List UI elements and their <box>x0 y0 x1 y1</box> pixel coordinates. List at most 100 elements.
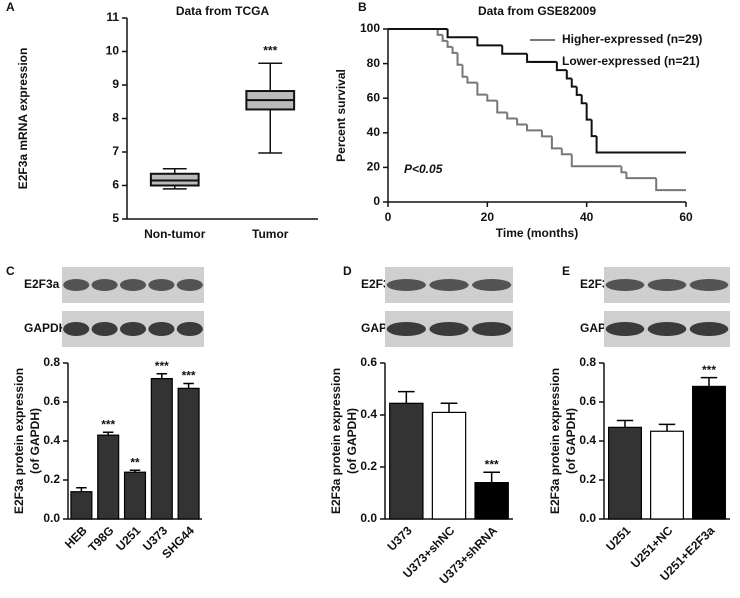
survival-step <box>451 46 458 54</box>
blot-band <box>119 322 147 336</box>
survival-step <box>486 94 498 102</box>
error-bar <box>129 469 141 473</box>
survival-step <box>570 154 622 168</box>
blot-band <box>605 322 645 336</box>
chart-title: Data from TCGA <box>176 4 270 18</box>
blot-band <box>119 279 147 291</box>
y-tick-label: 0.0 <box>43 511 60 525</box>
y-axis-label: E2F3a protein expression <box>12 368 26 514</box>
y-tick-label: 0.2 <box>43 472 60 486</box>
y-tick-label: 11 <box>106 10 119 24</box>
survival-step <box>655 178 686 192</box>
x-tick-label: 0 <box>385 210 392 224</box>
survival-step <box>595 136 686 154</box>
y-tick-label: 9 <box>112 77 119 91</box>
y-tick-label: 7 <box>112 144 119 158</box>
y-tick-label: 5 <box>112 211 119 225</box>
blot-band <box>689 279 729 291</box>
x-tick-label: Tumor <box>252 227 289 241</box>
chart-title: Data from GSE82009 <box>478 4 596 18</box>
panel-letter: C <box>6 264 15 278</box>
y-tick-label: 0.6 <box>579 394 596 408</box>
survival-step <box>575 86 582 96</box>
y-tick-label: 0.2 <box>360 459 377 473</box>
bar <box>97 434 120 520</box>
legend-label: Higher-expressed (n=29) <box>562 32 702 46</box>
y-tick-label: 40 <box>367 125 381 139</box>
bar <box>431 411 467 520</box>
y-axis-label: E2F3a mRNA expression <box>16 48 30 190</box>
x-tick-label: U251 <box>113 523 143 553</box>
y-axis-label: E2F3a protein expression <box>329 368 343 514</box>
blot-band <box>176 322 203 336</box>
survival-step <box>565 70 572 80</box>
significance: *** <box>155 359 169 373</box>
y-tick-label: 0.4 <box>579 433 596 447</box>
survival-step <box>446 29 478 39</box>
survival-step <box>526 53 557 63</box>
blot-band <box>63 279 90 291</box>
y-axis-label: Percent survival <box>334 69 348 162</box>
survival-step <box>560 148 572 156</box>
x-tick-label: HEB <box>62 523 90 551</box>
survival-step <box>506 112 518 120</box>
survival-step <box>550 136 562 150</box>
survival-step <box>625 172 657 180</box>
blot-band <box>647 322 687 336</box>
panel-letter: E <box>562 264 570 278</box>
x-tick-label: 60 <box>679 210 693 224</box>
bar <box>692 385 726 520</box>
survival-step <box>436 29 443 36</box>
blot-band <box>91 279 118 291</box>
x-tick-label: U251 <box>603 523 633 553</box>
bar <box>150 378 173 520</box>
y-tick-label: 100 <box>360 21 380 35</box>
blot-band <box>148 279 175 291</box>
blot-band <box>148 322 175 336</box>
blot-band <box>689 322 729 336</box>
survival-step <box>570 78 577 88</box>
bar <box>474 482 509 520</box>
survival-step <box>456 52 463 66</box>
survival-step <box>476 82 488 96</box>
panel-letter: B <box>358 0 367 14</box>
significance: *** <box>263 43 277 57</box>
survival-step <box>501 45 528 55</box>
survival-step <box>476 37 503 47</box>
bar <box>608 426 642 520</box>
blot-label: E2F3a <box>24 277 60 291</box>
blot-band <box>176 279 203 291</box>
error-bar <box>483 471 500 483</box>
panel-letter: D <box>343 264 352 278</box>
significance: ** <box>130 455 140 469</box>
bar <box>123 471 147 520</box>
survival-step <box>446 40 453 48</box>
survival-step <box>516 118 528 126</box>
panel-letter: A <box>6 0 15 14</box>
error-bar <box>398 390 415 404</box>
y-tick-label: 0.0 <box>579 511 596 525</box>
survival-step <box>441 34 448 42</box>
x-tick-label: T98G <box>85 523 116 554</box>
bar <box>389 402 424 520</box>
legend-label: Lower-expressed (n=21) <box>562 54 700 68</box>
x-tick-label: U373 <box>385 523 415 553</box>
y-tick-label: 60 <box>367 90 381 104</box>
survival-step <box>496 100 508 114</box>
y-tick-label: 0.4 <box>360 407 377 421</box>
blot-band <box>63 322 90 336</box>
y-tick-label: 0.0 <box>360 511 377 525</box>
error-bar <box>183 382 194 389</box>
blot-band <box>605 279 645 291</box>
survival-step <box>540 130 552 138</box>
y-tick-label: 20 <box>367 160 381 174</box>
error-bar <box>156 372 168 379</box>
y-axis-label: (of GAPDH) <box>345 408 359 474</box>
y-tick-label: 0.8 <box>579 355 596 369</box>
blot-band <box>429 322 469 336</box>
blot-band <box>386 279 426 291</box>
error-bar <box>76 487 87 492</box>
x-tick-label: Non-tumor <box>144 227 206 241</box>
survival-step <box>526 124 542 132</box>
